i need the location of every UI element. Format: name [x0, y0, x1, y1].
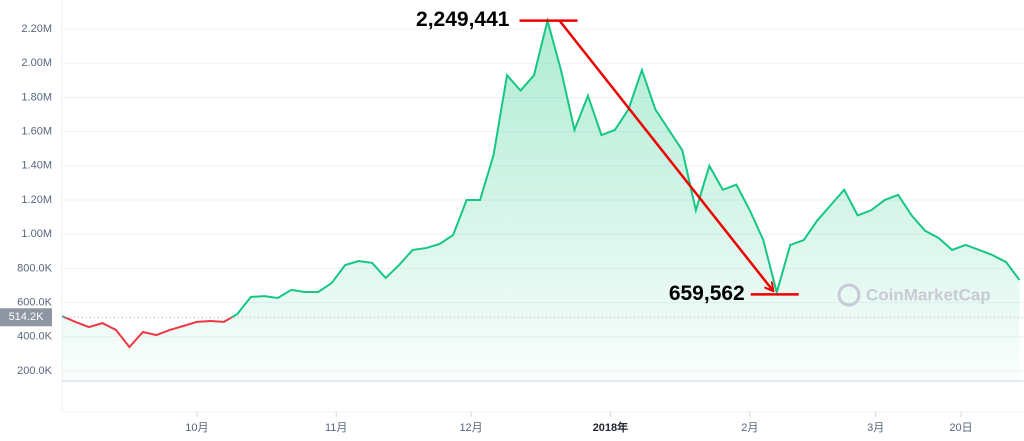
x-tick-label: 11月	[325, 422, 347, 434]
y-tick-label: 400.0K	[17, 331, 53, 343]
annotation-arrow	[558, 19, 772, 291]
y-tick-label: 200.0K	[17, 365, 53, 377]
baseline-badge	[0, 308, 52, 327]
y-tick-label: 1.40M	[21, 160, 52, 172]
watermark-logo	[837, 283, 861, 307]
x-tick-label: 2月	[741, 422, 758, 434]
x-tick-label: 3月	[867, 422, 884, 434]
annotation: 2,249,441	[416, 8, 510, 31]
y-tick-label: 1.80M	[21, 91, 52, 103]
annotation: 659,562	[669, 282, 745, 305]
area	[62, 20, 1020, 383]
y-tick-label: 800.0K	[17, 262, 53, 274]
watermark: CoinMarketCap	[866, 285, 991, 304]
line	[62, 16, 1021, 318]
y-tick-label: 1.00M	[21, 228, 52, 240]
y-tick-label: 2.00M	[21, 57, 52, 69]
y-tick-label: 1.60M	[21, 126, 52, 138]
y-tick-label: 600.0K	[17, 296, 53, 308]
x-tick-label: 20日	[949, 422, 972, 434]
x-tick-label: 10月	[185, 422, 208, 434]
x-tick-label: 12月	[459, 422, 482, 434]
x-tick-label: 2018年	[593, 420, 628, 434]
y-tick-label: 2.20M	[21, 23, 52, 35]
baseline-label: 514.2K	[9, 311, 45, 323]
line-below	[62, 317, 234, 349]
y-tick-label: 1.20M	[21, 194, 52, 206]
